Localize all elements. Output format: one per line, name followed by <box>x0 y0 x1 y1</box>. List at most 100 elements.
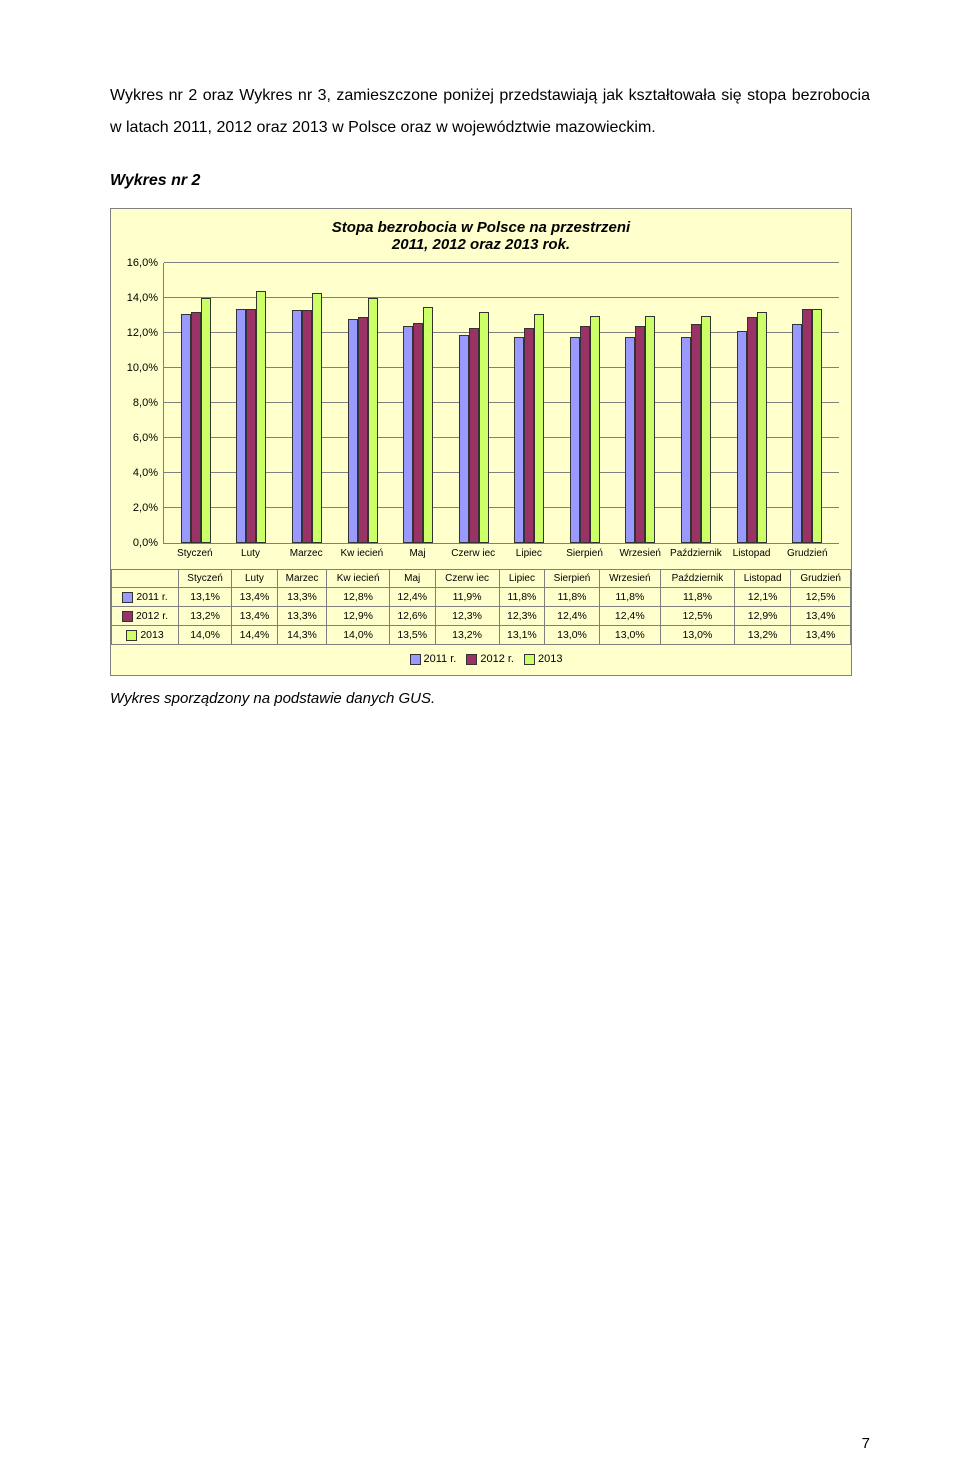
table-cell: 12,6% <box>389 607 435 626</box>
table-column-header: Grudzień <box>791 570 851 588</box>
bar <box>403 326 413 543</box>
table-cell: 12,3% <box>435 607 499 626</box>
table-cell: 14,0% <box>179 626 232 645</box>
table-corner-cell <box>112 570 179 588</box>
bar <box>413 323 423 544</box>
bar <box>737 331 747 543</box>
bar <box>747 317 757 543</box>
table-cell: 13,0% <box>660 626 734 645</box>
bar <box>590 316 600 544</box>
table-cell: 13,0% <box>545 626 600 645</box>
legend-swatch-icon <box>466 654 477 665</box>
table-cell: 13,4% <box>232 607 278 626</box>
bar <box>236 309 246 544</box>
table-cell: 12,5% <box>660 607 734 626</box>
x-axis-label: Kw iecień <box>334 548 390 559</box>
y-axis-label: 2,0% <box>133 502 158 514</box>
table-cell: 13,1% <box>179 588 232 607</box>
color-swatch-icon <box>122 611 133 622</box>
bar <box>570 337 580 544</box>
chart-data-table: StyczeńLutyMarzecKw iecieńMajCzerw iecLi… <box>111 569 851 645</box>
table-column-header: Sierpień <box>545 570 600 588</box>
y-axis-label: 10,0% <box>127 362 158 374</box>
table-cell: 13,4% <box>232 588 278 607</box>
bar <box>368 298 378 543</box>
series-label-cell: 2011 r. <box>112 588 179 607</box>
table-row: 2011 r.13,1%13,4%13,3%12,8%12,4%11,9%11,… <box>112 588 851 607</box>
bar <box>256 291 266 543</box>
y-axis-label: 0,0% <box>133 537 158 549</box>
bar-group <box>279 263 335 543</box>
y-axis-label: 4,0% <box>133 467 158 479</box>
chart-title: Stopa bezrobocia w Polsce na przestrzeni… <box>111 209 851 257</box>
table-cell: 13,2% <box>735 626 791 645</box>
series-label-cell: 2012 r. <box>112 607 179 626</box>
bar-group <box>613 263 669 543</box>
table-column-header: Kw iecień <box>327 570 390 588</box>
bar-group <box>446 263 502 543</box>
table-cell: 13,2% <box>435 626 499 645</box>
x-axis-label: Czerw iec <box>445 548 501 559</box>
bar <box>292 310 302 543</box>
series-name: 2011 r. <box>136 591 167 603</box>
bar <box>191 312 201 543</box>
y-axis-label: 16,0% <box>127 257 158 269</box>
bar <box>701 316 711 544</box>
table-cell: 12,4% <box>389 588 435 607</box>
bar-group <box>557 263 613 543</box>
chart-container: Stopa bezrobocia w Polsce na przestrzeni… <box>110 208 852 676</box>
x-axis-label: Marzec <box>278 548 334 559</box>
x-axis-label: Listopad <box>724 548 780 559</box>
table-column-header: Wrzesień <box>599 570 660 588</box>
bar <box>479 312 489 543</box>
table-cell: 13,4% <box>791 607 851 626</box>
page-number: 7 <box>862 1435 870 1452</box>
series-label-cell: 2013 <box>112 626 179 645</box>
x-axis-label: Wrzesień <box>612 548 668 559</box>
legend-label: 2011 r. <box>424 653 457 665</box>
table-cell: 11,9% <box>435 588 499 607</box>
table-cell: 12,5% <box>791 588 851 607</box>
bar <box>635 326 645 543</box>
color-swatch-icon <box>122 592 133 603</box>
y-axis-label: 14,0% <box>127 292 158 304</box>
table-column-header: Czerw iec <box>435 570 499 588</box>
bar <box>802 309 812 544</box>
table-cell: 13,0% <box>599 626 660 645</box>
table-cell: 14,4% <box>232 626 278 645</box>
table-body: 2011 r.13,1%13,4%13,3%12,8%12,4%11,9%11,… <box>112 588 851 645</box>
table-cell: 12,9% <box>735 607 791 626</box>
table-header-row: StyczeńLutyMarzecKw iecieńMajCzerw iecLi… <box>112 570 851 588</box>
table-column-header: Luty <box>232 570 278 588</box>
x-axis-label: Sierpień <box>557 548 613 559</box>
bar <box>358 317 368 543</box>
bar <box>681 337 691 544</box>
series-name: 2013 <box>140 629 163 641</box>
x-axis-label: Maj <box>390 548 446 559</box>
table-column-header: Listopad <box>735 570 791 588</box>
bar <box>792 324 802 543</box>
chart-title-line1: Stopa bezrobocia w Polsce na przestrzeni <box>332 219 630 236</box>
table-cell: 12,8% <box>327 588 390 607</box>
bar-group <box>501 263 557 543</box>
bar <box>812 309 822 544</box>
bar <box>312 293 322 543</box>
bar-group <box>779 263 835 543</box>
x-axis-label: Styczeń <box>167 548 223 559</box>
color-swatch-icon <box>126 630 137 641</box>
bar <box>757 312 767 543</box>
bar <box>302 310 312 543</box>
y-axis-label: 8,0% <box>133 397 158 409</box>
bar-group <box>668 263 724 543</box>
y-axis-label: 6,0% <box>133 432 158 444</box>
table-cell: 11,8% <box>660 588 734 607</box>
chart-label: Wykres nr 2 <box>110 172 870 190</box>
table-cell: 11,8% <box>545 588 600 607</box>
bar <box>246 309 256 544</box>
table-cell: 12,4% <box>599 607 660 626</box>
x-axis-labels: StyczeńLutyMarzecKw iecieńMajCzerw iecLi… <box>163 548 839 559</box>
table-cell: 11,8% <box>499 588 545 607</box>
series-name: 2012 r. <box>136 610 168 622</box>
table-column-header: Styczeń <box>179 570 232 588</box>
bar <box>514 337 524 544</box>
